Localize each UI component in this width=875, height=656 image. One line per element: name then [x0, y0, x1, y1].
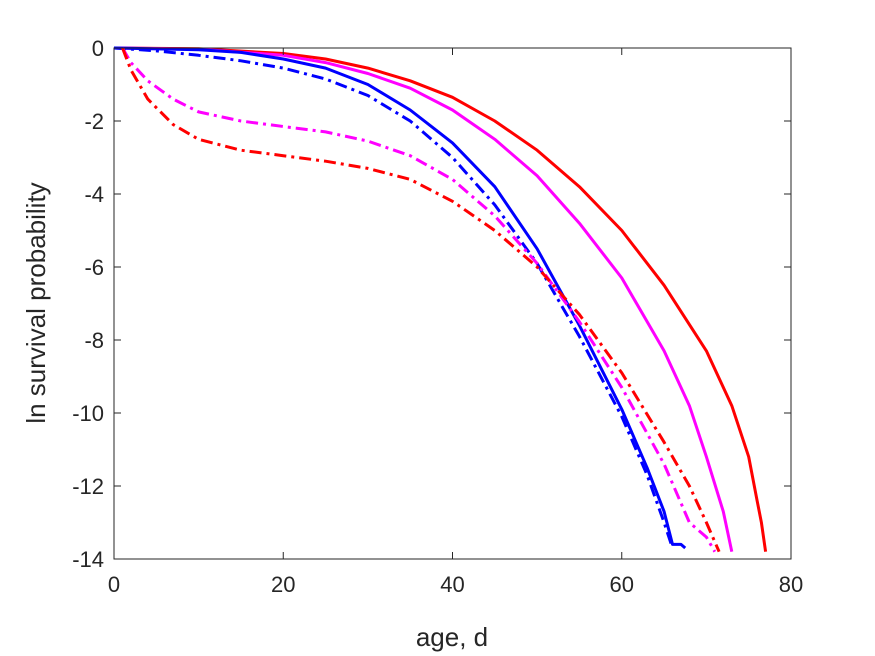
- y-tick-label: -14: [72, 547, 104, 572]
- y-tick-label: -4: [84, 182, 104, 207]
- y-tick-label: -8: [84, 328, 104, 353]
- y-axis-label: ln survival probability: [21, 182, 51, 423]
- x-tick-label: 40: [440, 572, 464, 597]
- series-line-dashdot-3: [113, 46, 674, 549]
- x-tick-label: 60: [610, 572, 634, 597]
- x-axis-label: age, d: [416, 622, 488, 652]
- x-tick-label: 20: [271, 572, 295, 597]
- y-tick-label: -12: [72, 474, 104, 499]
- y-tick-label: 0: [92, 36, 104, 61]
- y-tick-label: -2: [84, 109, 104, 134]
- series-line-dashdot-4: [121, 47, 717, 553]
- series-line-solid-1: [113, 46, 734, 553]
- ticks-layer: 0 20 40 60 80 0 -2 -4 -6 -8 -10 -12 -14: [72, 36, 803, 597]
- y-tick-label: -6: [84, 255, 104, 280]
- series-line-dashdot-5: [121, 47, 721, 553]
- series-layer: [113, 46, 768, 553]
- x-tick-label: 0: [108, 572, 120, 597]
- plot-area: [114, 48, 791, 559]
- series-line-solid-0: [113, 46, 768, 552]
- x-tick-label: 80: [779, 572, 803, 597]
- series-line-solid-2: [113, 46, 687, 550]
- y-tick-label: -10: [72, 401, 104, 426]
